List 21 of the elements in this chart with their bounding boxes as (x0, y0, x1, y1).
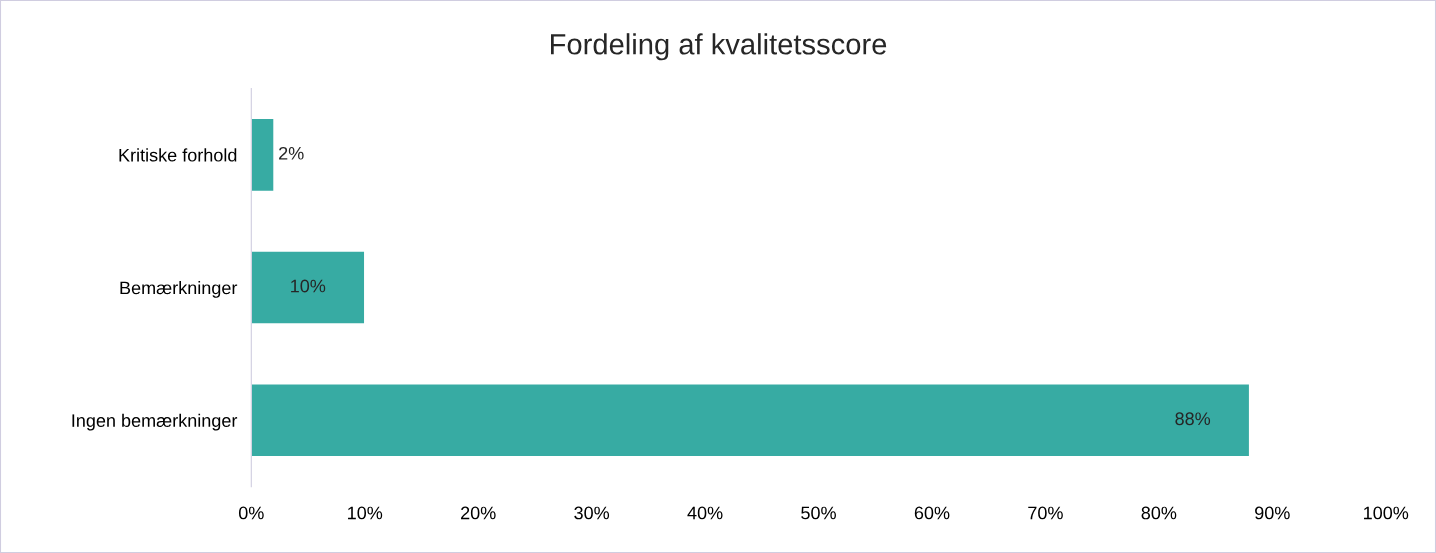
x-tick-label: 10% (348, 506, 383, 520)
bar (251, 250, 366, 325)
data-label: 88% (1175, 412, 1211, 426)
x-tick-label: 80% (1141, 506, 1177, 520)
data-label: 10% (291, 279, 326, 293)
bar (251, 383, 1251, 458)
y-tick-label: Kritiske forhold (119, 148, 237, 162)
x-tick-label: 100% (1364, 506, 1409, 520)
x-tick-label: 50% (801, 506, 836, 520)
x-tick-label: 70% (1028, 506, 1063, 520)
x-tick-label: 60% (914, 506, 950, 520)
x-tick-label: 40% (687, 506, 723, 520)
bar (251, 117, 275, 193)
x-tick-label: 0% (238, 506, 264, 520)
x-tick-label: 20% (461, 506, 496, 520)
x-tick-label: 90% (1255, 506, 1290, 520)
data-label: 2% (279, 146, 304, 160)
y-tick-label: Ingen bemærkninger (72, 413, 238, 431)
y-tick-label: Bemærkninger (120, 281, 238, 298)
x-tick-label: 30% (574, 506, 610, 520)
chart-title: Fordeling af kvalitetsscore (551, 33, 887, 61)
